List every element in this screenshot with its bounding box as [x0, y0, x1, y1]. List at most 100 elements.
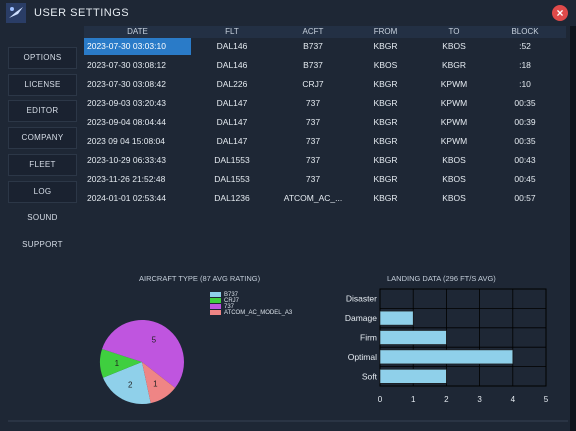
cell-to: KBOS — [442, 41, 466, 51]
column-header-acft[interactable]: ACFT — [302, 27, 324, 36]
pie-slice-label: 5 — [152, 336, 157, 345]
category-label: Firm — [360, 333, 377, 343]
category-label: Disaster — [346, 294, 377, 304]
cell-block: 00:35 — [514, 136, 536, 146]
bar-soft — [379, 369, 447, 384]
cell-to: KBOS — [442, 193, 466, 203]
legend-label: B737 — [224, 292, 239, 299]
sidebar-item-options[interactable]: OPTIONS — [8, 47, 77, 69]
legend-swatch — [210, 298, 221, 303]
landing-data-bar-chart: Disaster Damage Firm Optimal Soft 0 1 2 3 4 5 — [345, 288, 549, 404]
pie-slice-737 — [102, 320, 184, 388]
table-row[interactable]: 2023-11-26 21:52:48 DAL1553 737 KBGR KBOS 00:… — [84, 171, 566, 188]
table-row[interactable]: 2023-10-29 06:33:43 DAL1553 737 KBGR KBOS 00:… — [84, 152, 566, 169]
cell-block: :10 — [519, 79, 531, 89]
legend-item: B737 — [210, 292, 238, 299]
table-row[interactable]: 2023-07-30 03:08:12 DAL146 B737 KBOS KBGR :18 — [84, 57, 566, 74]
pie-slice-b737 — [103, 362, 151, 404]
sidebar-item-log[interactable]: LOG — [8, 181, 77, 203]
category-label: Damage — [345, 313, 377, 323]
legend-swatch — [210, 310, 221, 315]
x-tick-label: 4 — [511, 395, 516, 404]
cell-flt: DAL1236 — [214, 193, 250, 203]
cell-to: KBOS — [442, 174, 466, 184]
sidebar-item-support[interactable]: SUPPORT — [22, 240, 63, 249]
cell-from: KBGR — [373, 98, 398, 108]
pie-slice-atcom_ac_model_a3 — [142, 362, 176, 404]
aircraft-type-pie-chart: 2 1 5 1 — [100, 320, 184, 404]
cell-from: KBGR — [373, 79, 398, 89]
sidebar-item-sound[interactable]: SOUND — [27, 213, 58, 222]
sidebar-item-license[interactable]: LICENSE — [8, 74, 77, 96]
cell-date: 2023-11-26 21:52:48 — [87, 174, 166, 184]
close-button[interactable]: × — [552, 5, 568, 21]
pie-slice-crj7 — [100, 349, 142, 378]
cell-block: 00:57 — [514, 193, 536, 203]
table-row[interactable]: 2023-09-03 03:20:43 DAL147 737 KBGR KPWM 00:3… — [84, 95, 566, 112]
table-row[interactable]: 2023-07-30 03:03:10 DAL146 B737 KBGR KBOS:52 — [84, 38, 566, 55]
pie-slice-label: 1 — [115, 359, 120, 368]
cell-to: KPWM — [440, 136, 468, 146]
cell-from: KBGR — [373, 155, 398, 165]
cell-from: KBGR — [373, 117, 398, 127]
side-strip — [570, 26, 576, 431]
legend-label: ATCOM_AC_MODEL_A3 — [224, 310, 293, 317]
sidebar-item-fleet[interactable]: FLEET — [8, 154, 77, 176]
x-tick-label: 1 — [411, 395, 416, 404]
table-row[interactable]: 2023-07-30 03:08:42 DAL226 CRJ7 KBGR KPWM:10 — [84, 76, 566, 93]
cell-flt: DAL1553 — [214, 174, 250, 184]
pie-slice-label: 1 — [153, 379, 158, 388]
table-row[interactable]: 2023-09-04 08:04:44 DAL147 737 KBGR KPWM 00:3… — [84, 114, 566, 131]
sidebar-item-company[interactable]: COMPANY — [8, 127, 77, 149]
cell-to: KPWM — [440, 79, 468, 89]
cell-block: :52 — [519, 41, 531, 51]
table-row[interactable]: 2024-01-01 02:53:44 DAL1236 ATCOM_AC_... KB… — [84, 190, 566, 207]
cell-from: KBGR — [373, 136, 398, 146]
legend-item: 737 — [210, 304, 234, 311]
cell-block: 00:39 — [514, 117, 536, 127]
column-header-flt[interactable]: FLT — [225, 27, 239, 36]
cell-date: 2023-07-30 03:03:10 — [84, 38, 191, 55]
x-tick-label: 3 — [477, 395, 482, 404]
cell-block: :18 — [519, 60, 531, 70]
cell-to: KBOS — [442, 155, 466, 165]
cell-flt: DAL147 — [216, 98, 248, 108]
pie-slice-label: 2 — [128, 380, 133, 389]
title-bar: USER SETTINGS × — [0, 0, 576, 26]
bottom-divider — [8, 420, 568, 422]
x-tick-label: 0 — [378, 395, 383, 404]
column-header-from[interactable]: FROM — [373, 27, 398, 36]
cell-flt: DAL1553 — [214, 155, 250, 165]
cell-flt: DAL147 — [216, 136, 248, 146]
cell-date: 2023-07-30 03:08:12 — [87, 60, 166, 70]
cell-acft: 737 — [305, 174, 321, 184]
cell-from: KBGR — [373, 193, 398, 203]
column-header-date[interactable]: DATE — [127, 27, 148, 36]
table-row[interactable]: 2023 09 04 15:08:04 DAL147 737 KBGR KPWM 00:3… — [84, 133, 566, 150]
cell-from: KBGR — [373, 174, 398, 184]
cell-from: KBOS — [373, 60, 398, 70]
category-label: Soft — [362, 371, 378, 381]
cell-to: KPWM — [440, 98, 468, 108]
legend-item: ATCOM_AC_MODEL_A3 — [210, 310, 292, 317]
bar-optimal — [379, 349, 514, 365]
table-header: DATE FLT ACFT FROM TO BLOCK — [84, 26, 566, 38]
column-header-to[interactable]: TO — [448, 27, 460, 36]
cell-block: 00:35 — [514, 98, 536, 108]
sidebar-item-editor[interactable]: EDITOR — [8, 100, 77, 122]
cell-to: KPWM — [440, 117, 468, 127]
pie-chart-title: AIRCRAFT TYPE (87 AVG RATING) — [139, 274, 261, 283]
cell-acft: 737 — [305, 98, 321, 108]
cell-date: 2023-07-30 03:08:42 — [87, 79, 166, 89]
app-logo-icon — [6, 3, 26, 23]
bar-chart-title: LANDING DATA (296 FT/S AVG) — [387, 274, 496, 283]
x-tick-label: 2 — [444, 395, 449, 404]
cell-to: KBGR — [441, 60, 467, 70]
cell-flt: DAL147 — [216, 117, 248, 127]
column-header-block[interactable]: BLOCK — [511, 27, 539, 36]
cell-date: 2023 09 04 15:08:04 — [87, 136, 165, 146]
cell-acft: B737 — [303, 60, 323, 70]
cell-flt: DAL146 — [216, 60, 248, 70]
cell-block: 00:43 — [514, 155, 536, 165]
